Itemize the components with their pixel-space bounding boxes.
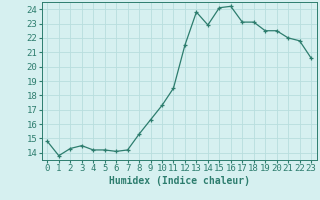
X-axis label: Humidex (Indice chaleur): Humidex (Indice chaleur) xyxy=(109,176,250,186)
